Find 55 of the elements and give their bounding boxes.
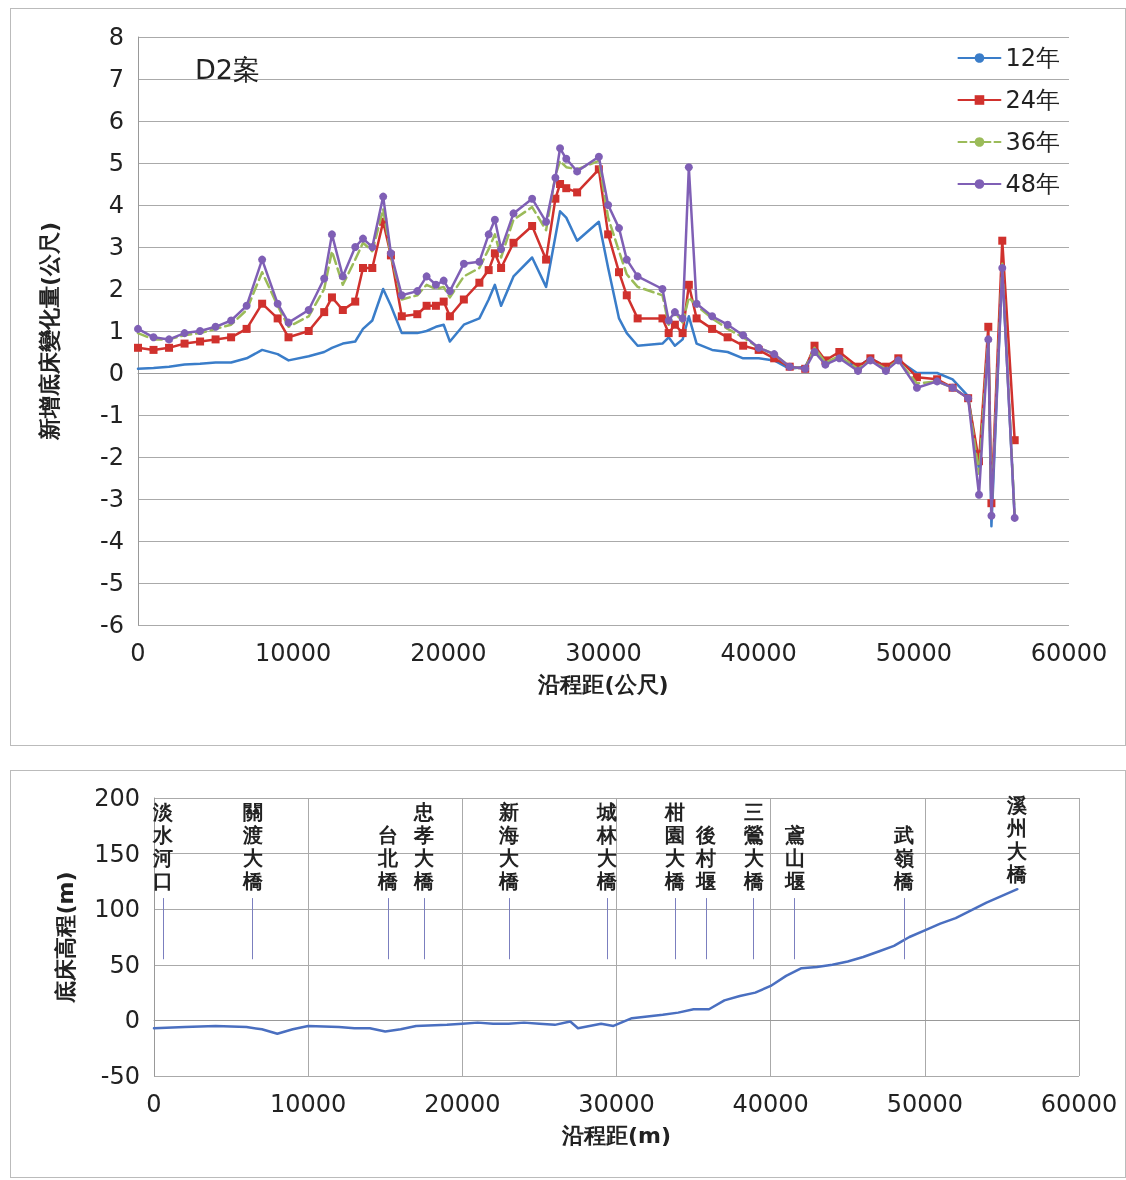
ref-line-label: 忠孝大橋: [413, 799, 436, 893]
y-tick-label: -1: [100, 401, 124, 429]
x-tick-label: 50000: [886, 1090, 964, 1118]
x-tick-label: 40000: [732, 1090, 809, 1118]
y-tick-label: -2: [100, 443, 124, 471]
y-tick-label: 50: [109, 950, 140, 979]
x-tick-label: 0: [146, 1090, 162, 1118]
x-tick-label: 60000: [1030, 639, 1108, 667]
legend-label: 24年: [1005, 86, 1061, 114]
legend-label: 48年: [1005, 170, 1061, 198]
y-tick-label: 3: [108, 233, 124, 261]
y-tick-label: 8: [108, 23, 124, 51]
ref-line-label: 武嶺橋: [893, 822, 916, 893]
x-tick-label: 30000: [578, 1090, 655, 1118]
y-tick-label: 7: [108, 65, 124, 93]
ref-line-label: 城林大橋: [596, 799, 619, 893]
ref-line-label: 後村堰: [694, 822, 716, 893]
y-tick-label: 2: [108, 275, 124, 303]
y-tick-label: -4: [100, 527, 124, 555]
x-axis-title: 沿程距(公尺): [537, 671, 669, 697]
text: D2案: [195, 54, 260, 85]
ref-line-label: 關渡大橋: [241, 799, 264, 893]
y-tick-label: 150: [94, 839, 140, 868]
annotation: 溪州大橋: [1006, 792, 1029, 886]
y-tick-label: 200: [94, 784, 140, 812]
x-tick-label: 10000: [269, 1090, 347, 1118]
x-axis-title: 沿程距(m): [560, 1122, 672, 1148]
x-tick-label: 40000: [720, 639, 797, 667]
y-tick-label: 4: [108, 191, 124, 219]
ref-line-label: 三鶯大橋: [742, 799, 765, 893]
ref-line-label: 鳶山堰: [783, 822, 805, 893]
x-tick-label: 50000: [875, 639, 953, 667]
x-tick-label: 30000: [565, 639, 642, 667]
y-tick-label: -3: [100, 485, 124, 513]
ref-line-label: 新海大橋: [498, 799, 521, 893]
y-tick-label: 0: [124, 1006, 140, 1035]
legend-label: 36年: [1005, 128, 1061, 156]
y-tick-label: -50: [100, 1062, 140, 1090]
x-tick-label: 20000: [424, 1090, 501, 1118]
y-axis-title: 底床高程(m): [52, 871, 78, 1004]
y-tick-label: 100: [94, 895, 140, 924]
y-tick-label: -6: [100, 611, 124, 639]
ref-line-label: 柑園大橋: [663, 799, 686, 893]
ref-line-label: 台北橋: [377, 822, 400, 893]
ref-line-label: 淡水河口: [151, 799, 174, 893]
y-tick-label: 6: [108, 107, 124, 135]
x-tick-label: 10000: [254, 639, 332, 667]
x-tick-label: 20000: [410, 639, 487, 667]
y-tick-label: 5: [108, 149, 124, 177]
y-axis-title: 新增底床變化量(公尺): [36, 221, 62, 442]
legend-label: 12年: [1005, 44, 1061, 72]
y-tick-label: 0: [108, 359, 124, 387]
x-tick-label: 60000: [1040, 1090, 1118, 1118]
y-tick-label: -5: [100, 569, 124, 597]
y-tick-label: 1: [108, 317, 124, 345]
